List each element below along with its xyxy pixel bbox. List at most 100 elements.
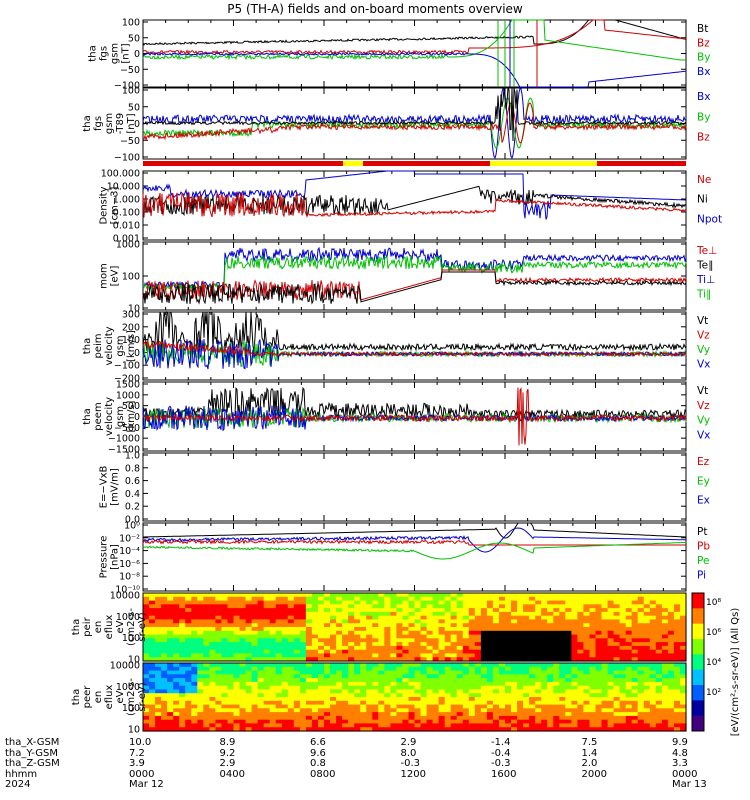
spectrogram-cell <box>179 681 186 687</box>
spectrogram-cell <box>342 600 349 605</box>
y-tick-label: 1500 <box>116 380 140 391</box>
spectrogram-cell <box>571 645 578 651</box>
spectrogram-cell <box>293 666 301 672</box>
spectrogram-cell <box>233 715 241 721</box>
y-tick-label: −100 <box>114 361 140 372</box>
spectrogram-cell <box>209 670 216 675</box>
colorbar-segment <box>692 715 704 732</box>
spectrogram-cell <box>354 630 361 636</box>
spectrogram-cell <box>318 653 325 658</box>
spectrogram-cell <box>432 719 440 725</box>
spectrogram-cell <box>589 727 597 732</box>
spectrogram-cell <box>215 653 222 658</box>
spectrogram-cell <box>239 642 247 647</box>
spectrogram-cell <box>408 615 416 621</box>
spectrogram-cell <box>173 630 180 636</box>
footer-value: -0.3 <box>491 758 511 769</box>
spectrogram-cell <box>311 657 319 662</box>
spectrogram-cell <box>571 649 578 655</box>
spectrogram-cell <box>203 645 210 651</box>
spectrogram-cell <box>565 619 572 624</box>
spectrogram-cell <box>324 642 331 647</box>
spectrogram-cell <box>565 715 572 721</box>
spectrogram-cell <box>299 700 307 706</box>
spectrogram-cell <box>426 649 434 655</box>
footer-value: 7.2 <box>129 747 145 759</box>
spectrogram-cell <box>680 708 687 713</box>
spectrogram-cell <box>517 593 524 598</box>
spectrogram-cell <box>155 719 162 725</box>
spectrogram-cell <box>426 604 434 609</box>
spectrogram-cell <box>517 719 524 725</box>
spectrogram-cell <box>311 712 319 717</box>
spectrogram-cell <box>547 681 554 687</box>
spectrogram-cell <box>324 681 331 687</box>
spectrogram-cell <box>631 638 639 643</box>
spectrogram-cell <box>384 611 391 617</box>
spectrogram-cell <box>414 596 422 602</box>
spectrogram-cell <box>565 670 572 675</box>
spectrogram-cell <box>245 611 253 617</box>
spectrogram-cell <box>631 593 639 598</box>
spectrogram-cell <box>414 666 422 672</box>
spectrogram-cell <box>680 685 687 691</box>
spectrogram-cell <box>372 600 379 605</box>
spectrogram-cell <box>269 615 277 621</box>
spectrogram-cell <box>426 608 434 613</box>
spectrogram-cell <box>354 689 361 694</box>
y-tick-label: 0 <box>134 348 140 359</box>
spectrogram-cell <box>462 619 470 624</box>
spectrogram-cell <box>396 649 403 655</box>
spectrogram-cell <box>523 693 530 698</box>
colorbar-segment <box>692 608 704 625</box>
spectrogram-cell <box>673 670 681 675</box>
spectrogram-cell <box>348 719 355 725</box>
spectrogram-cell <box>667 678 675 683</box>
spectrogram-cell <box>661 666 669 672</box>
region-bar <box>363 161 490 166</box>
spectrogram-cell <box>523 608 530 613</box>
spectrogram-cell <box>486 681 494 687</box>
spectrogram-cell <box>480 623 488 628</box>
spectrogram-cell <box>251 715 259 721</box>
spectrogram-cell <box>655 615 663 621</box>
spectrogram-cell <box>185 674 192 679</box>
spectrogram-cell <box>161 649 168 655</box>
spectrogram-cell <box>251 663 259 668</box>
colorbar-segment <box>692 639 704 655</box>
spectrogram-cell <box>287 689 295 694</box>
spectrogram-cell <box>637 685 645 691</box>
spectrogram-cell <box>432 604 440 609</box>
spectrogram-cell <box>281 678 289 683</box>
spectrogram-cell <box>251 645 259 651</box>
spectrogram-cell <box>348 681 355 687</box>
spectrogram-cell <box>577 712 584 717</box>
spectrogram-cell <box>227 704 235 709</box>
spectrogram-cell <box>348 638 355 643</box>
y-tick-label: 0.2 <box>125 502 140 513</box>
spectrogram-cell <box>517 681 524 687</box>
spectrogram-cell <box>589 611 597 617</box>
spectrogram-cell <box>456 708 464 713</box>
spectrogram-cell <box>450 663 458 668</box>
y-axis-label: [nT] <box>126 113 137 133</box>
spectrogram-cell <box>167 608 174 613</box>
spectrogram-cell <box>486 634 494 639</box>
spectrogram-cell <box>426 723 434 728</box>
spectrogram-cell <box>492 604 500 609</box>
spectrogram-cell <box>577 657 584 662</box>
spectrogram-cell <box>372 727 379 732</box>
spectrogram-cell <box>360 630 367 636</box>
y-axis-label: (cm2-s- <box>126 678 137 716</box>
spectrogram-cell <box>492 642 500 647</box>
spectrogram-cell <box>263 634 271 639</box>
spectrogram-cell <box>269 593 277 598</box>
spectrogram-cell <box>287 615 295 621</box>
spectrogram-cell <box>257 670 265 675</box>
spectrogram-cell <box>595 627 603 632</box>
spectrogram-cell <box>299 634 307 639</box>
y-tick-label: −1500 <box>108 445 140 456</box>
spectrogram-cell <box>661 727 669 732</box>
spectrogram-cell <box>450 593 458 598</box>
spectrogram-cell <box>673 678 681 683</box>
